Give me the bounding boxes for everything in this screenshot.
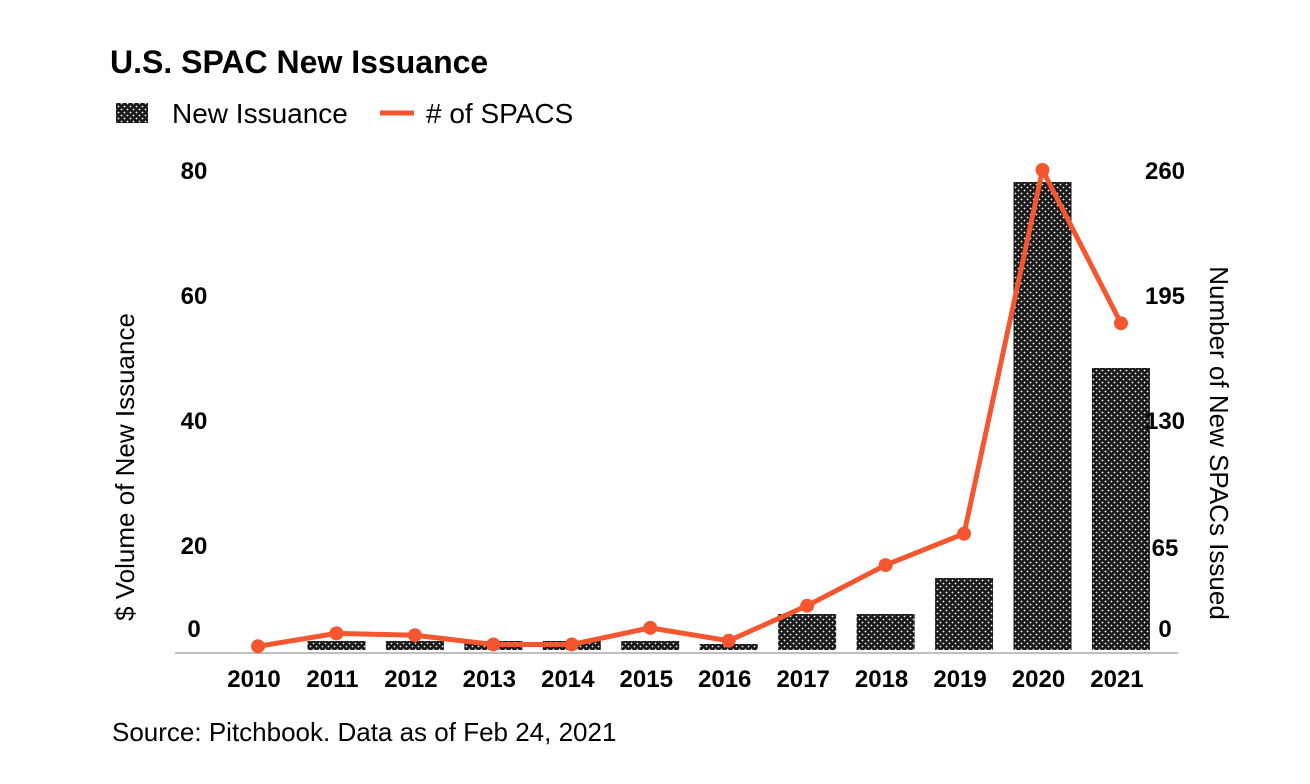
x-tick-label: 2015 (620, 666, 673, 693)
spacs-point-2011 (329, 626, 344, 641)
x-tick-label: 2020 (1012, 666, 1065, 693)
spacs-point-2020 (1035, 163, 1050, 177)
x-tick-label: 2011 (306, 666, 358, 693)
right-tick-label: 65 (1152, 535, 1179, 562)
x-tick-label: 2017 (776, 666, 829, 693)
left-tick-label: 60 (181, 283, 208, 310)
legend-num-spacs: # of SPACS (426, 98, 573, 129)
x-tick-label: 2012 (384, 666, 437, 693)
x-tick-label: 2021 (1090, 666, 1143, 693)
right-tick-label: 130 (1145, 408, 1185, 435)
right-tick-label: 0 (1158, 616, 1171, 643)
x-tick-label: 2013 (463, 666, 516, 693)
spacs-point-2021 (1113, 316, 1128, 331)
spacs-point-2019 (957, 526, 972, 541)
bar-2015 (621, 641, 680, 650)
x-tick-label: 2016 (698, 666, 751, 693)
left-tick-label: 80 (181, 158, 208, 185)
bar-2019 (935, 578, 994, 650)
bar-2017 (778, 614, 837, 650)
bar-2012 (385, 641, 444, 650)
x-tick-label: 2019 (933, 666, 986, 693)
left-tick-label: 20 (181, 533, 208, 560)
x-tick-label: 2010 (227, 666, 280, 693)
spacs-point-2012 (407, 628, 422, 643)
right-tick-label: 260 (1145, 158, 1185, 185)
right-axis-title: Number of New SPACs Issued (1204, 266, 1234, 620)
spacs-point-2014 (564, 637, 579, 652)
bar-2021 (1091, 368, 1150, 650)
spacs-point-2018 (878, 558, 893, 573)
spacs-point-2013 (486, 637, 501, 652)
chart-title: U.S. SPAC New Issuance (110, 44, 488, 80)
spacs-point-2015 (643, 620, 658, 635)
bar-2018 (856, 614, 915, 650)
spacs-point-2017 (800, 598, 815, 613)
spacs-count-line (255, 167, 1124, 649)
bar-2011 (307, 641, 366, 650)
x-tick-label: 2014 (541, 666, 595, 693)
left-tick-label: 40 (181, 408, 208, 435)
right-tick-label: 195 (1145, 283, 1185, 310)
left-tick-label: 0 (187, 616, 200, 643)
spacs-point-2010 (251, 639, 265, 654)
bar-2020 (1013, 182, 1072, 650)
spacs-point-2016 (721, 633, 736, 648)
left-axis-title: $ Volume of New Issuance (110, 313, 140, 621)
legend-new-issuance: New Issuance (172, 98, 348, 129)
x-tick-label: 2018 (855, 666, 908, 693)
legend-bar-swatch (116, 103, 148, 123)
source-note: Source: Pitchbook. Data as of Feb 24, 20… (112, 717, 616, 747)
